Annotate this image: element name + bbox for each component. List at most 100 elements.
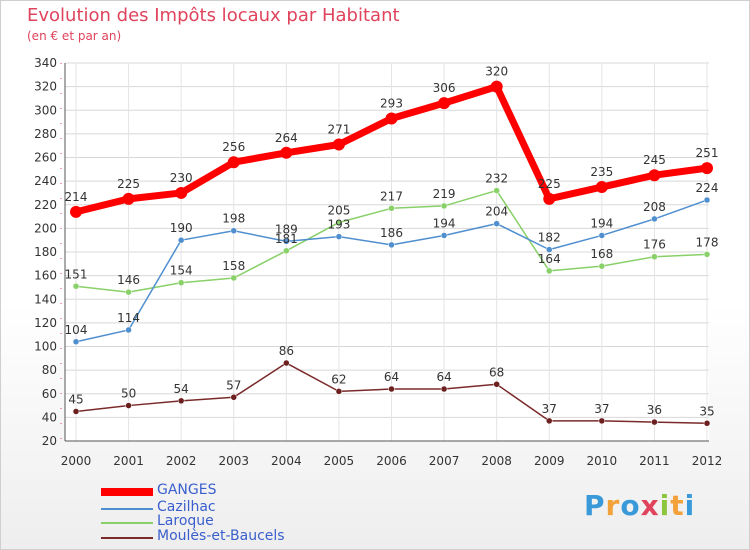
data-point — [175, 186, 188, 199]
data-label: 37 — [594, 402, 609, 416]
data-point — [335, 233, 343, 240]
y-tick-label: 160 — [34, 269, 57, 283]
data-point — [72, 408, 80, 415]
data-label: 68 — [489, 365, 504, 379]
data-label: 114 — [117, 311, 140, 325]
data-point — [595, 181, 608, 194]
data-point — [651, 253, 658, 260]
data-label: 182 — [538, 231, 561, 245]
data-label: 264 — [275, 131, 298, 145]
data-label: 64 — [384, 370, 399, 384]
data-label: 256 — [222, 140, 245, 154]
data-label: 232 — [485, 172, 508, 186]
data-label: 205 — [327, 203, 350, 217]
data-point — [493, 187, 500, 194]
data-label: 320 — [485, 65, 508, 79]
legend-swatch-laroque — [101, 522, 153, 524]
legend-label-ganges: GANGES — [157, 482, 217, 498]
data-point — [335, 388, 343, 395]
data-label: 57 — [226, 378, 241, 392]
data-point — [72, 283, 80, 290]
data-point — [125, 326, 132, 334]
data-point — [648, 169, 661, 182]
chart-subtitle: (en € et par an) — [27, 29, 122, 43]
data-point — [230, 274, 237, 282]
data-label: 45 — [68, 392, 83, 406]
data-point — [543, 192, 556, 205]
data-point — [388, 385, 395, 393]
x-tick-label: 2012 — [692, 454, 723, 468]
legend-label-cazilhac: Cazilhac — [157, 499, 216, 515]
logo-letter: i — [684, 489, 696, 522]
chart-title: Evolution des Impôts locaux par Habitant — [27, 5, 400, 26]
data-label: 86 — [279, 344, 294, 358]
logo-letter: o — [620, 489, 641, 522]
data-label: 208 — [643, 200, 666, 214]
data-label: 146 — [117, 273, 140, 287]
data-point — [703, 251, 711, 258]
y-tick-label: 220 — [34, 198, 57, 212]
logo-letter: t — [670, 489, 685, 522]
data-label: 245 — [643, 153, 666, 167]
data-label: 151 — [65, 267, 88, 281]
data-label: 224 — [696, 181, 719, 195]
data-label: 306 — [433, 81, 456, 95]
x-tick-label: 2000 — [61, 454, 92, 468]
data-point — [598, 232, 606, 239]
data-label: 168 — [590, 247, 613, 261]
legend-swatch-ganges — [101, 488, 153, 496]
x-tick-label: 2010 — [587, 454, 618, 468]
data-label: 271 — [327, 123, 350, 137]
data-point — [651, 215, 658, 223]
data-label: 193 — [327, 218, 350, 232]
data-point — [703, 196, 711, 204]
y-tick-label: 140 — [34, 292, 57, 306]
y-tick-label: 60 — [42, 387, 57, 401]
logo-letter: x — [640, 489, 660, 522]
data-label: 37 — [542, 402, 557, 416]
data-label: 198 — [222, 212, 245, 226]
data-label: 178 — [696, 235, 719, 249]
data-label: 176 — [643, 238, 666, 252]
data-point — [546, 267, 553, 275]
data-label: 62 — [331, 372, 346, 386]
x-tick-label: 2002 — [166, 454, 197, 468]
data-label: 50 — [121, 387, 136, 401]
data-point — [388, 241, 395, 249]
data-point — [332, 138, 345, 151]
y-tick-label: 80 — [42, 363, 57, 377]
data-label: 225 — [117, 177, 140, 191]
data-point — [227, 156, 240, 169]
data-label: 158 — [222, 259, 245, 273]
y-tick-label: 260 — [34, 151, 57, 165]
data-label: 251 — [696, 146, 719, 160]
data-label: 204 — [485, 205, 508, 219]
data-label: 219 — [433, 187, 456, 201]
data-point — [388, 205, 395, 212]
x-tick-label: 2007 — [429, 454, 460, 468]
proxiti-logo: Proxiti — [584, 489, 695, 522]
legend-swatch-cazilhac — [101, 508, 153, 510]
data-label: 64 — [436, 370, 451, 384]
legend-swatch-moules-et-baucels — [101, 537, 153, 539]
data-point — [122, 192, 135, 205]
data-point — [283, 247, 290, 255]
x-tick-label: 2006 — [376, 454, 407, 468]
data-point — [703, 420, 711, 427]
y-tick-label: 280 — [34, 127, 57, 141]
data-point — [177, 279, 185, 286]
y-tick-label: 200 — [34, 221, 57, 235]
data-point — [283, 359, 290, 367]
x-tick-label: 2011 — [639, 454, 670, 468]
x-tick-label: 2009 — [534, 454, 565, 468]
data-label: 293 — [380, 97, 403, 111]
data-point — [490, 80, 503, 93]
data-point — [598, 417, 606, 425]
data-label: 230 — [170, 171, 193, 185]
legend-label-moules-et-baucels: Moulès-et-Baucels — [157, 528, 285, 544]
data-point — [280, 146, 293, 159]
y-tick-label: 40 — [42, 410, 57, 424]
data-label: 186 — [380, 226, 403, 240]
y-tick-label: 240 — [34, 174, 57, 188]
